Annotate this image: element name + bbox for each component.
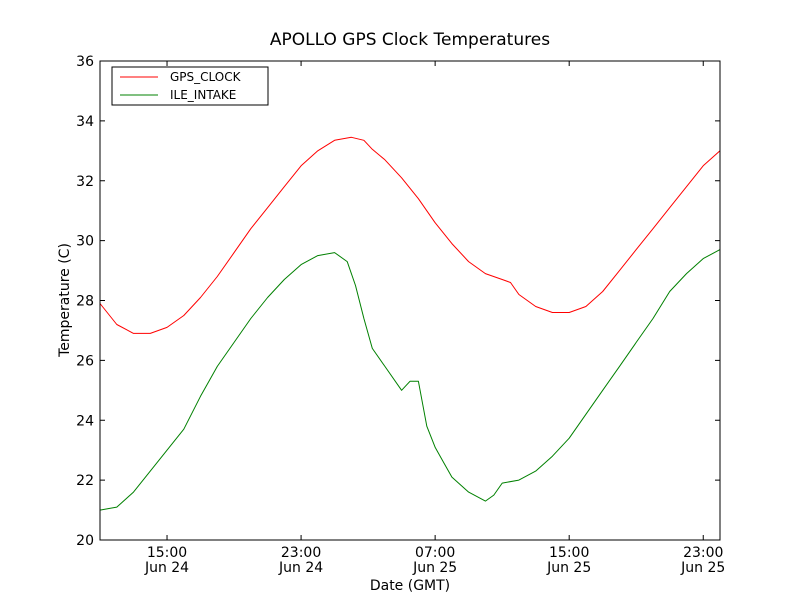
plot-area [99, 136, 721, 511]
x-tick-date-label: Jun 25 [546, 560, 591, 576]
x-tick-date-label: Jun 25 [680, 560, 725, 576]
legend-box [111, 66, 269, 106]
x-tick-time-label: 07:00 [415, 545, 455, 561]
x-tick-time-label: 23:00 [281, 545, 321, 561]
x-tick-date-label: Jun 24 [278, 560, 323, 576]
x-tick-date-label: Jun 24 [144, 560, 189, 576]
x-axis-title: Date (GMT) [370, 578, 450, 594]
x-tick-time-label: 23:00 [683, 545, 723, 561]
legend-label: GPS_CLOCK [170, 70, 242, 84]
y-axis-title: Temperature (C) [57, 243, 73, 358]
x-tick-time-label: 15:00 [549, 545, 589, 561]
y-tick-label: 26 [76, 353, 94, 369]
y-tick-label: 22 [76, 473, 94, 489]
plot-frame [99, 60, 721, 541]
legend: GPS_CLOCK ILE_INTAKE [111, 66, 269, 106]
y-tick-label: 34 [76, 114, 94, 130]
y-tick-label: 36 [76, 54, 94, 70]
y-tick-label: 28 [76, 294, 94, 310]
series-line-gps-clock [99, 136, 721, 334]
x-tick-date-label: Jun 25 [412, 560, 457, 576]
y-tick-label: 32 [76, 174, 94, 190]
y-tick-label: 24 [76, 413, 94, 429]
y-tick-label: 20 [76, 533, 94, 549]
x-tick-time-label: 15:00 [147, 545, 187, 561]
chart-title: APOLLO GPS Clock Temperatures [270, 30, 550, 50]
y-tick-label: 30 [76, 234, 94, 250]
legend-label: ILE_INTAKE [170, 88, 236, 102]
series-line-ile-intake [99, 249, 721, 511]
